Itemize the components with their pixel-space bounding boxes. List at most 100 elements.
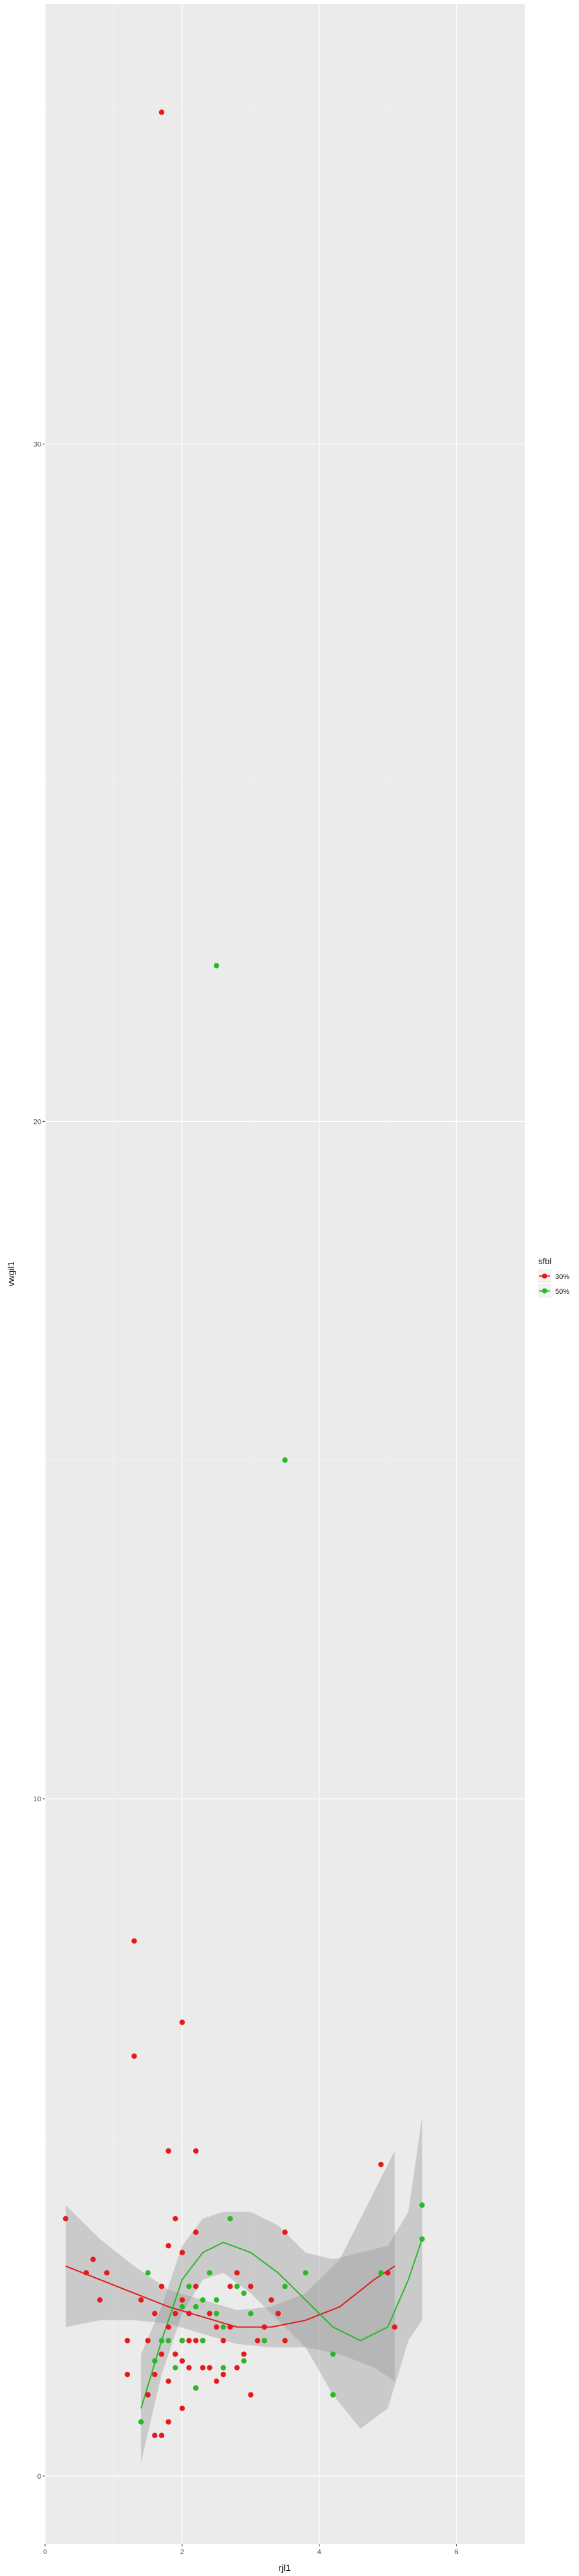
data-point-30% — [234, 2270, 240, 2276]
data-point-50% — [200, 2338, 205, 2344]
data-point-30% — [213, 2324, 220, 2330]
data-point-50% — [193, 2304, 199, 2310]
legend-key-point — [542, 1273, 547, 1279]
data-point-30% — [173, 2351, 178, 2357]
data-point-30% — [254, 2338, 261, 2344]
data-point-50% — [282, 2284, 288, 2289]
data-point-30% — [97, 2297, 103, 2303]
data-point-50% — [227, 2215, 233, 2222]
legend-label: 30% — [555, 1273, 569, 1281]
data-point-50% — [241, 2358, 247, 2364]
data-point-30% — [200, 2365, 205, 2371]
data-point-50% — [158, 2338, 165, 2344]
confidence-ribbon-30% — [65, 2150, 395, 2382]
data-point-30% — [158, 109, 165, 115]
data-point-30% — [220, 2371, 226, 2378]
y-tick-label: 30 — [33, 441, 41, 449]
data-point-30% — [152, 2432, 158, 2438]
data-point-30% — [131, 1938, 137, 1944]
data-point-30% — [392, 2324, 397, 2330]
legend-title: sfbl — [538, 1256, 551, 1266]
data-point-30% — [62, 2215, 69, 2222]
smooth-line-50% — [140, 2239, 423, 2409]
data-point-30% — [193, 2284, 199, 2289]
data-point-30% — [83, 2270, 90, 2276]
plot-panel — [45, 4, 525, 2544]
data-point-30% — [269, 2297, 274, 2303]
data-point-30% — [166, 2243, 171, 2249]
data-point-30% — [166, 2378, 171, 2384]
data-point-50% — [213, 963, 220, 969]
data-point-50% — [303, 2270, 308, 2276]
data-point-50% — [282, 1457, 288, 1463]
data-point-30% — [193, 2230, 199, 2235]
data-point-50% — [330, 2351, 336, 2357]
data-point-30% — [227, 2284, 233, 2289]
data-point-30% — [275, 2311, 281, 2316]
data-point-50% — [193, 2385, 199, 2391]
data-point-30% — [234, 2365, 240, 2371]
data-point-30% — [124, 2371, 130, 2378]
data-point-50% — [200, 2297, 205, 2303]
y-tick-label: 10 — [33, 1795, 41, 1803]
data-point-50% — [145, 2270, 151, 2276]
smooth-lines — [65, 2239, 423, 2409]
data-point-30% — [166, 2324, 171, 2330]
data-point-30% — [193, 2338, 199, 2344]
data-point-30% — [378, 2161, 384, 2168]
x-tick-label: 6 — [455, 2548, 459, 2556]
data-point-30% — [186, 2311, 192, 2316]
data-point-30% — [220, 2338, 226, 2344]
x-tick-label: 2 — [180, 2548, 184, 2556]
data-point-50% — [207, 2270, 213, 2276]
gridlines — [44, 4, 526, 2544]
data-point-50% — [138, 2419, 144, 2425]
data-point-50% — [220, 2324, 226, 2330]
data-point-50% — [419, 2202, 425, 2208]
data-point-50% — [213, 2297, 220, 2303]
data-point-50% — [166, 2338, 171, 2344]
data-point-50% — [173, 2365, 178, 2371]
data-point-30% — [384, 2270, 391, 2276]
data-point-30% — [227, 2324, 233, 2330]
data-point-30% — [166, 2419, 171, 2425]
data-point-30% — [173, 2215, 178, 2222]
x-axis-title: rjl1 — [279, 2562, 291, 2573]
data-point-30% — [213, 2378, 220, 2384]
data-point-30% — [145, 2338, 151, 2344]
data-point-50% — [220, 2365, 226, 2371]
data-point-30% — [166, 2148, 171, 2154]
y-tick-label: 0 — [37, 2473, 41, 2481]
data-point-30% — [193, 2148, 199, 2154]
data-point-50% — [179, 2304, 185, 2310]
data-point-30% — [145, 2392, 151, 2398]
data-point-30% — [152, 2371, 158, 2378]
data-point-30% — [248, 2284, 254, 2289]
data-point-30% — [282, 2338, 288, 2344]
data-point-50% — [330, 2392, 336, 2398]
data-point-30% — [179, 2019, 185, 2025]
data-point-30% — [207, 2365, 213, 2371]
data-point-30% — [158, 2432, 165, 2438]
data-point-50% — [241, 2290, 247, 2297]
data-point-50% — [186, 2284, 192, 2289]
legend-key-point — [542, 1288, 547, 1294]
data-point-30% — [104, 2270, 109, 2276]
legend: sfbl 30% 50% — [538, 1256, 569, 1298]
data-point-30% — [179, 2358, 185, 2364]
x-tick-label: 4 — [318, 2548, 321, 2556]
data-point-30% — [207, 2311, 213, 2316]
data-point-50% — [261, 2338, 267, 2344]
data-point-50% — [179, 2338, 185, 2344]
data-point-30% — [158, 2351, 165, 2357]
data-point-50% — [152, 2358, 158, 2364]
confidence-ribbons — [65, 2117, 422, 2463]
legend-label: 50% — [555, 1288, 569, 1296]
y-tick-label: 20 — [33, 1118, 41, 1126]
data-point-30% — [124, 2338, 130, 2344]
data-point-50% — [213, 2311, 220, 2316]
data-points — [62, 109, 425, 2438]
data-point-30% — [138, 2297, 144, 2303]
data-point-30% — [179, 2297, 185, 2303]
data-point-30% — [158, 2284, 165, 2289]
